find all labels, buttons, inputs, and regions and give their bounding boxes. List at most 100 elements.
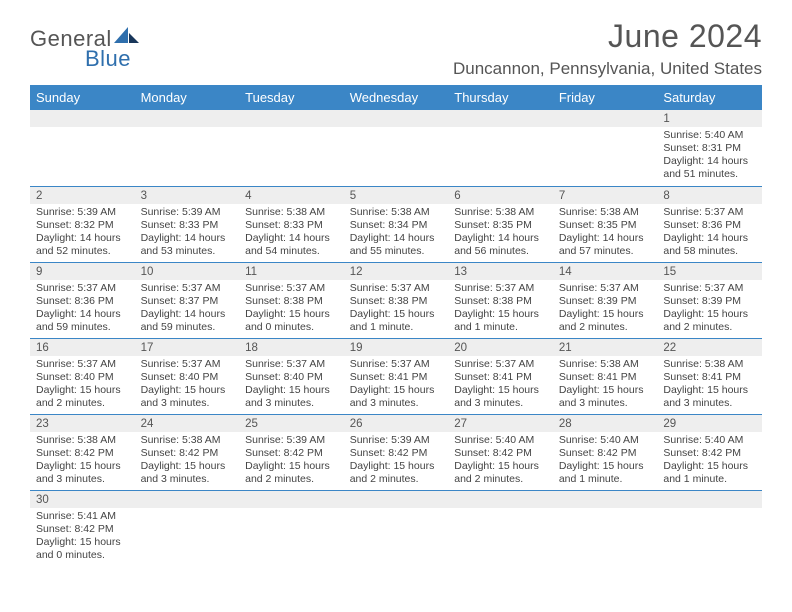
day-number: 6 [448,187,553,204]
daylight-text-1: Daylight: 14 hours [245,232,338,245]
day-details: Sunrise: 5:39 AMSunset: 8:42 PMDaylight:… [344,432,449,489]
daylight-text-2: and 2 minutes. [36,397,129,410]
day-details: Sunrise: 5:40 AMSunset: 8:31 PMDaylight:… [657,127,762,184]
calendar-week-row: 23Sunrise: 5:38 AMSunset: 8:42 PMDayligh… [30,414,762,490]
calendar-cell [135,110,240,186]
day-details: Sunrise: 5:40 AMSunset: 8:42 PMDaylight:… [553,432,658,489]
daylight-text-1: Daylight: 14 hours [141,232,234,245]
sunrise-text: Sunrise: 5:40 AM [663,434,756,447]
calendar-cell: 17Sunrise: 5:37 AMSunset: 8:40 PMDayligh… [135,338,240,414]
day-number: 25 [239,415,344,432]
sunset-text: Sunset: 8:36 PM [663,219,756,232]
day-details: Sunrise: 5:38 AMSunset: 8:42 PMDaylight:… [135,432,240,489]
calendar-cell: 24Sunrise: 5:38 AMSunset: 8:42 PMDayligh… [135,414,240,490]
day-number-empty [344,110,449,127]
sunrise-text: Sunrise: 5:39 AM [141,206,234,219]
calendar-week-row: 2Sunrise: 5:39 AMSunset: 8:32 PMDaylight… [30,186,762,262]
calendar-cell: 18Sunrise: 5:37 AMSunset: 8:40 PMDayligh… [239,338,344,414]
day-number-empty [135,110,240,127]
sunrise-text: Sunrise: 5:37 AM [350,358,443,371]
daylight-text-2: and 3 minutes. [245,397,338,410]
day-number-empty [657,491,762,508]
day-details: Sunrise: 5:37 AMSunset: 8:37 PMDaylight:… [135,280,240,337]
sunrise-text: Sunrise: 5:38 AM [663,358,756,371]
calendar-cell [239,490,344,566]
calendar-cell: 3Sunrise: 5:39 AMSunset: 8:33 PMDaylight… [135,186,240,262]
daylight-text-2: and 59 minutes. [141,321,234,334]
day-number: 13 [448,263,553,280]
sunrise-text: Sunrise: 5:37 AM [663,206,756,219]
calendar-cell: 16Sunrise: 5:37 AMSunset: 8:40 PMDayligh… [30,338,135,414]
daylight-text-1: Daylight: 15 hours [350,460,443,473]
daylight-text-1: Daylight: 14 hours [36,308,129,321]
day-number-empty [239,491,344,508]
day-number: 16 [30,339,135,356]
daylight-text-1: Daylight: 15 hours [245,308,338,321]
day-number: 17 [135,339,240,356]
calendar-cell: 28Sunrise: 5:40 AMSunset: 8:42 PMDayligh… [553,414,658,490]
daylight-text-1: Daylight: 15 hours [559,384,652,397]
sunrise-text: Sunrise: 5:38 AM [559,358,652,371]
daylight-text-2: and 0 minutes. [36,549,129,562]
day-number: 24 [135,415,240,432]
header: General June 2024 Duncannon, Pennsylvani… [30,18,762,79]
calendar-cell: 4Sunrise: 5:38 AMSunset: 8:33 PMDaylight… [239,186,344,262]
sunrise-text: Sunrise: 5:37 AM [141,358,234,371]
day-number-empty [553,491,658,508]
daylight-text-1: Daylight: 15 hours [454,460,547,473]
sunset-text: Sunset: 8:38 PM [350,295,443,308]
calendar-cell: 2Sunrise: 5:39 AMSunset: 8:32 PMDaylight… [30,186,135,262]
day-number: 30 [30,491,135,508]
daylight-text-2: and 52 minutes. [36,245,129,258]
daylight-text-1: Daylight: 15 hours [559,308,652,321]
daylight-text-2: and 2 minutes. [245,473,338,486]
calendar-week-row: 1Sunrise: 5:40 AMSunset: 8:31 PMDaylight… [30,110,762,186]
daylight-text-1: Daylight: 15 hours [663,308,756,321]
sunset-text: Sunset: 8:42 PM [36,523,129,536]
calendar-cell: 1Sunrise: 5:40 AMSunset: 8:31 PMDaylight… [657,110,762,186]
calendar-cell: 19Sunrise: 5:37 AMSunset: 8:41 PMDayligh… [344,338,449,414]
sunrise-text: Sunrise: 5:38 AM [559,206,652,219]
day-number: 14 [553,263,658,280]
calendar-cell: 9Sunrise: 5:37 AMSunset: 8:36 PMDaylight… [30,262,135,338]
calendar-cell [344,490,449,566]
daylight-text-2: and 3 minutes. [663,397,756,410]
sunrise-text: Sunrise: 5:37 AM [245,282,338,295]
sunset-text: Sunset: 8:42 PM [559,447,652,460]
calendar-cell: 11Sunrise: 5:37 AMSunset: 8:38 PMDayligh… [239,262,344,338]
sunset-text: Sunset: 8:32 PM [36,219,129,232]
day-number: 8 [657,187,762,204]
daylight-text-2: and 2 minutes. [350,473,443,486]
day-number: 20 [448,339,553,356]
daylight-text-1: Daylight: 14 hours [559,232,652,245]
day-number: 19 [344,339,449,356]
calendar-cell: 13Sunrise: 5:37 AMSunset: 8:38 PMDayligh… [448,262,553,338]
daylight-text-1: Daylight: 15 hours [36,460,129,473]
weekday-header: Monday [135,85,240,110]
sunrise-text: Sunrise: 5:37 AM [36,358,129,371]
calendar-cell: 8Sunrise: 5:37 AMSunset: 8:36 PMDaylight… [657,186,762,262]
sunset-text: Sunset: 8:42 PM [350,447,443,460]
sunset-text: Sunset: 8:40 PM [245,371,338,384]
day-details: Sunrise: 5:37 AMSunset: 8:40 PMDaylight:… [135,356,240,413]
sunrise-text: Sunrise: 5:38 AM [454,206,547,219]
daylight-text-2: and 54 minutes. [245,245,338,258]
sunset-text: Sunset: 8:42 PM [141,447,234,460]
sunrise-text: Sunrise: 5:37 AM [454,282,547,295]
day-number: 29 [657,415,762,432]
calendar-cell [448,490,553,566]
daylight-text-1: Daylight: 15 hours [663,384,756,397]
sunset-text: Sunset: 8:34 PM [350,219,443,232]
day-details: Sunrise: 5:38 AMSunset: 8:42 PMDaylight:… [30,432,135,489]
daylight-text-2: and 56 minutes. [454,245,547,258]
daylight-text-2: and 59 minutes. [36,321,129,334]
day-number: 15 [657,263,762,280]
weekday-header-row: Sunday Monday Tuesday Wednesday Thursday… [30,85,762,110]
sunrise-text: Sunrise: 5:37 AM [663,282,756,295]
calendar-cell: 23Sunrise: 5:38 AMSunset: 8:42 PMDayligh… [30,414,135,490]
day-details: Sunrise: 5:40 AMSunset: 8:42 PMDaylight:… [448,432,553,489]
weekday-header: Friday [553,85,658,110]
sunrise-text: Sunrise: 5:37 AM [36,282,129,295]
day-number: 10 [135,263,240,280]
day-details: Sunrise: 5:37 AMSunset: 8:36 PMDaylight:… [657,204,762,261]
